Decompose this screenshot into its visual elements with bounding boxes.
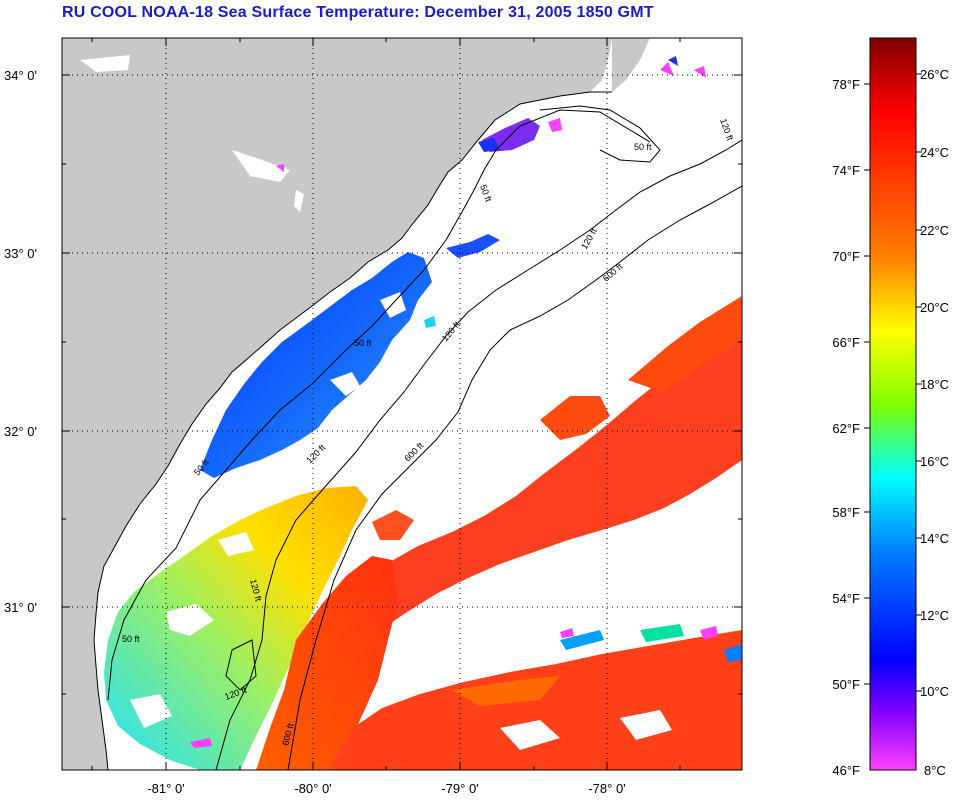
f-label: 50°F bbox=[832, 677, 860, 692]
f-label: 66°F bbox=[832, 335, 860, 350]
f-label: 74°F bbox=[832, 163, 860, 178]
c-label: 24°C bbox=[920, 145, 949, 160]
lon-label-79: -79° 0' bbox=[441, 781, 478, 796]
f-label: 78°F bbox=[832, 77, 860, 92]
contour-label-50ft: 50 ft bbox=[122, 634, 140, 644]
lat-label-31: 31° 0' bbox=[4, 600, 37, 615]
c-label: 16°C bbox=[920, 454, 949, 469]
sst-warm-west bbox=[256, 556, 398, 770]
latitude-labels: 34° 0' 33° 0' 32° 0' 31° 0' bbox=[4, 68, 37, 615]
colorbar-celsius-labels: 26°C 24°C 22°C 20°C 18°C 16°C 14°C 12°C … bbox=[920, 67, 949, 778]
c-label: 14°C bbox=[920, 531, 949, 546]
f-label: 54°F bbox=[832, 591, 860, 606]
c-label: 10°C bbox=[920, 684, 949, 699]
colorbar-scale bbox=[869, 37, 917, 771]
f-label: 62°F bbox=[832, 421, 860, 436]
f-label: 58°F bbox=[832, 505, 860, 520]
depth-contours bbox=[107, 105, 742, 770]
lat-label-33: 33° 0' bbox=[4, 246, 37, 261]
contour-label-50ft: 50 ft bbox=[634, 142, 652, 152]
c-label: 22°C bbox=[920, 223, 949, 238]
map-ticks bbox=[62, 38, 742, 770]
graticule-grid bbox=[62, 38, 742, 770]
lon-label-81: -81° 0' bbox=[147, 781, 184, 796]
c-label: 8°C bbox=[924, 763, 946, 778]
lon-label-78: -78° 0' bbox=[588, 781, 625, 796]
sst-cyan-yellow bbox=[104, 486, 368, 770]
map-content: 50 ft 120 ft 50 ft 120 ft 600 ft 50 ft 1… bbox=[62, 38, 742, 770]
sst-warm-band-north bbox=[330, 312, 742, 656]
colorbar-ticks bbox=[864, 73, 922, 692]
map-frame bbox=[61, 37, 743, 771]
c-label: 12°C bbox=[920, 608, 949, 623]
lat-label-34: 34° 0' bbox=[4, 68, 37, 83]
contour-label-50ft: 50 ft bbox=[354, 338, 372, 348]
lat-label-32: 32° 0' bbox=[4, 424, 37, 439]
land-mass bbox=[62, 38, 612, 770]
colorbar-fahrenheit-labels: 78°F 74°F 70°F 66°F 62°F 58°F 54°F 50°F … bbox=[832, 77, 860, 778]
sst-cold-blue bbox=[200, 252, 432, 478]
colorbar: 78°F 74°F 70°F 66°F 62°F 58°F 54°F 50°F … bbox=[832, 37, 949, 778]
map-title: RU COOL NOAA-18 Sea Surface Temperature:… bbox=[62, 4, 654, 21]
longitude-labels: -81° 0' -80° 0' -79° 0' -78° 0' bbox=[147, 781, 625, 796]
c-label: 18°C bbox=[920, 377, 949, 392]
c-label: 20°C bbox=[920, 300, 949, 315]
f-label: 70°F bbox=[832, 249, 860, 264]
c-label: 26°C bbox=[920, 67, 949, 82]
lon-label-80: -80° 0' bbox=[294, 781, 331, 796]
f-label: 46°F bbox=[832, 763, 860, 778]
coastline bbox=[93, 91, 612, 770]
